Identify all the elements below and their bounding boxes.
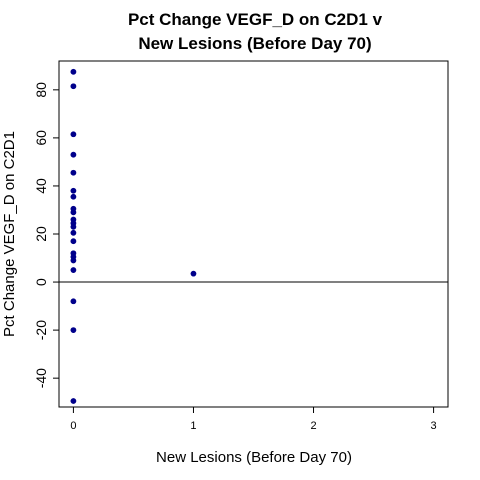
data-point xyxy=(70,267,77,273)
x-tick-label: 1 xyxy=(190,420,196,432)
data-point xyxy=(70,151,77,158)
data-point xyxy=(70,298,77,305)
x-axis-label: New Lesions (Before Day 70) xyxy=(156,449,352,466)
data-point xyxy=(70,131,77,138)
y-tick-label: -40 xyxy=(33,368,49,388)
plot-area: 0 1 2 3 -40 -20 0 20 40 60 80 xyxy=(33,60,449,432)
y-tick-label: 40 xyxy=(33,178,49,194)
chart-title-line-1: Pct Change VEGF_D on C2D1 v xyxy=(128,10,383,29)
data-point xyxy=(70,229,77,236)
data-point xyxy=(70,327,77,334)
chart-title-line-2: New Lesions (Before Day 70) xyxy=(138,34,371,53)
x-tick-label: 2 xyxy=(310,420,316,432)
y-axis-label: Pct Change VEGF_D on C2D1 xyxy=(1,131,18,337)
y-tick-label: 20 xyxy=(33,226,49,242)
data-point xyxy=(70,169,77,176)
data-point xyxy=(70,257,77,264)
data-point xyxy=(70,68,77,75)
data-point xyxy=(70,209,77,216)
data-point xyxy=(70,83,77,90)
y-tick-label: -20 xyxy=(33,320,49,340)
y-tick-label: 60 xyxy=(33,130,49,146)
data-point xyxy=(190,270,197,277)
data-point xyxy=(70,223,77,230)
y-tick-label: 0 xyxy=(33,278,49,286)
data-point xyxy=(70,187,77,194)
x-tick-label: 0 xyxy=(70,420,76,432)
x-tick-label: 3 xyxy=(431,420,437,432)
y-tick-label: 80 xyxy=(33,82,49,98)
data-point xyxy=(70,238,77,245)
data-point xyxy=(70,193,77,200)
data-point xyxy=(70,398,77,404)
